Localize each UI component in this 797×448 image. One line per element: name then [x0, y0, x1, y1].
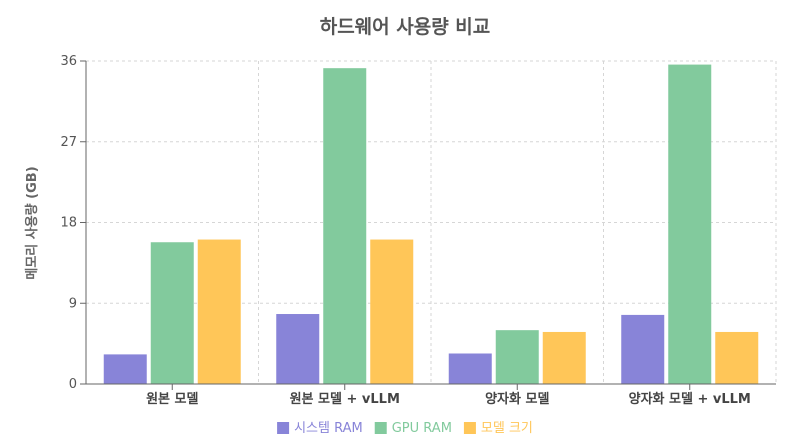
x-tick-label: 양자화 모델 + vLLM: [629, 391, 751, 407]
bar[interactable]: [668, 64, 712, 384]
bar[interactable]: [715, 331, 759, 384]
chart-title: 하드웨어 사용량 비교: [320, 16, 491, 38]
bar[interactable]: [197, 239, 241, 384]
x-tick-label: 양자화 모델: [485, 391, 549, 407]
y-tick-label: 36: [60, 54, 77, 69]
legend-swatch[interactable]: [277, 422, 290, 434]
legend[interactable]: 시스템 RAM GPU RAM 모델 크기: [277, 421, 533, 436]
y-axis-ticks: 0 9 18 27 36: [60, 54, 86, 392]
bar[interactable]: [276, 314, 320, 384]
legend-label: 모델 크기: [481, 421, 533, 436]
y-tick-label: 27: [60, 135, 77, 150]
legend-swatch[interactable]: [463, 422, 476, 434]
legend-swatch[interactable]: [374, 422, 387, 434]
bar[interactable]: [150, 242, 194, 384]
bar[interactable]: [323, 68, 367, 384]
y-tick-label: 9: [69, 296, 77, 311]
x-axis-categories: 원본 모델 원본 모델 + vLLM 양자화 모델 양자화 모델 + vLLM: [146, 384, 751, 407]
y-tick-label: 0: [69, 377, 77, 392]
y-axis-label: 메모리 사용량 (GB): [24, 166, 40, 279]
bar[interactable]: [495, 330, 539, 384]
bar[interactable]: [370, 239, 414, 384]
bar[interactable]: [621, 314, 665, 384]
bars: [103, 64, 759, 384]
legend-label: 시스템 RAM: [294, 421, 363, 436]
x-tick-label: 원본 모델: [146, 392, 198, 407]
bar[interactable]: [448, 353, 492, 384]
x-tick-label: 원본 모델 + vLLM: [290, 392, 400, 407]
bar[interactable]: [103, 354, 147, 384]
y-tick-label: 18: [60, 216, 77, 231]
bar[interactable]: [542, 331, 586, 384]
legend-label: GPU RAM: [392, 421, 452, 436]
